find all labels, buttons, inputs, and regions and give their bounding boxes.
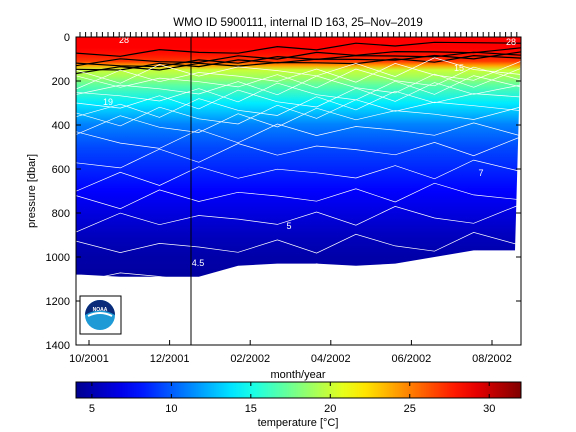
contour-label: 7 xyxy=(478,168,483,178)
chart-title: WMO ID 5900111, internal ID 163, 25–Nov–… xyxy=(173,17,423,29)
contour-label: 4.5 xyxy=(192,258,205,268)
y-tick-label: 1200 xyxy=(46,296,70,308)
x-axis-label: month/year xyxy=(270,369,325,381)
y-axis-label: pressure [dbar] xyxy=(26,154,38,228)
isotherm-line xyxy=(76,106,521,135)
colorbar-tick-label: 15 xyxy=(245,403,257,415)
noaa-logo: NOAA xyxy=(79,295,122,335)
colorbar-ticks: 5 10 15 20 25 30 xyxy=(89,382,495,415)
y-tick-label: 400 xyxy=(52,120,70,132)
contour-labels: 28 19 7 5 4.5 28 15 xyxy=(103,35,516,268)
x-tick-label: 06/2002 xyxy=(392,353,432,365)
isotherm-line xyxy=(76,136,521,169)
isotherm-line xyxy=(76,66,521,89)
x-tick-label: 08/2002 xyxy=(472,353,512,365)
y-tick-label: 600 xyxy=(52,164,70,176)
isotherm-line xyxy=(76,67,521,96)
colorbar-tick-label: 10 xyxy=(165,403,177,415)
isotherm-contours xyxy=(76,41,521,283)
noaa-logo-text: NOAA xyxy=(93,307,108,313)
y-tick-label: 200 xyxy=(52,76,70,88)
isotherm-line xyxy=(76,51,521,71)
y-axis: 0 200 400 600 800 1000 1200 1400 xyxy=(46,32,521,352)
isotherm-line xyxy=(76,99,521,127)
contour-label: 28 xyxy=(119,35,129,45)
contour-label: 19 xyxy=(103,97,113,107)
contour-label: 28 xyxy=(506,37,516,47)
x-tick-label: 04/2002 xyxy=(311,353,351,365)
isotherm-line xyxy=(76,122,521,149)
y-tick-label: 800 xyxy=(52,208,70,220)
y-tick-label: 1000 xyxy=(46,252,70,264)
isotherm-line xyxy=(76,57,521,84)
isotherm-line xyxy=(76,47,521,67)
colorbar-tick-label: 25 xyxy=(404,403,416,415)
colorbar-tick-label: 5 xyxy=(89,403,95,415)
isotherm-line xyxy=(76,232,521,254)
x-tick-label: 10/2001 xyxy=(69,353,109,365)
x-tick-label: 02/2002 xyxy=(230,353,270,365)
isotherm-line xyxy=(76,159,521,192)
isotherm-line xyxy=(76,82,521,110)
isotherm-line xyxy=(76,203,521,233)
isotherm-line xyxy=(76,182,521,210)
isotherm-line xyxy=(76,255,521,283)
isotherm-line xyxy=(76,75,521,103)
x-tick-label: 12/2001 xyxy=(150,353,190,365)
contour-label: 5 xyxy=(286,221,291,231)
y-tick-label: 0 xyxy=(64,32,70,44)
colorbar-tick-label: 30 xyxy=(483,403,495,415)
contour-label: 15 xyxy=(454,63,464,73)
y-tick-label: 1400 xyxy=(46,340,70,352)
colorbar xyxy=(75,381,522,399)
isotherm-line xyxy=(76,54,521,75)
colorbar-label: temperature [°C] xyxy=(258,417,339,429)
temperature-field xyxy=(76,37,521,277)
colorbar-tick-label: 20 xyxy=(324,403,336,415)
isotherm-line xyxy=(76,90,521,118)
isotherm-line xyxy=(76,41,521,57)
x-axis: 10/2001 12/2001 02/2002 04/2002 06/2002 08/20… xyxy=(69,32,518,365)
